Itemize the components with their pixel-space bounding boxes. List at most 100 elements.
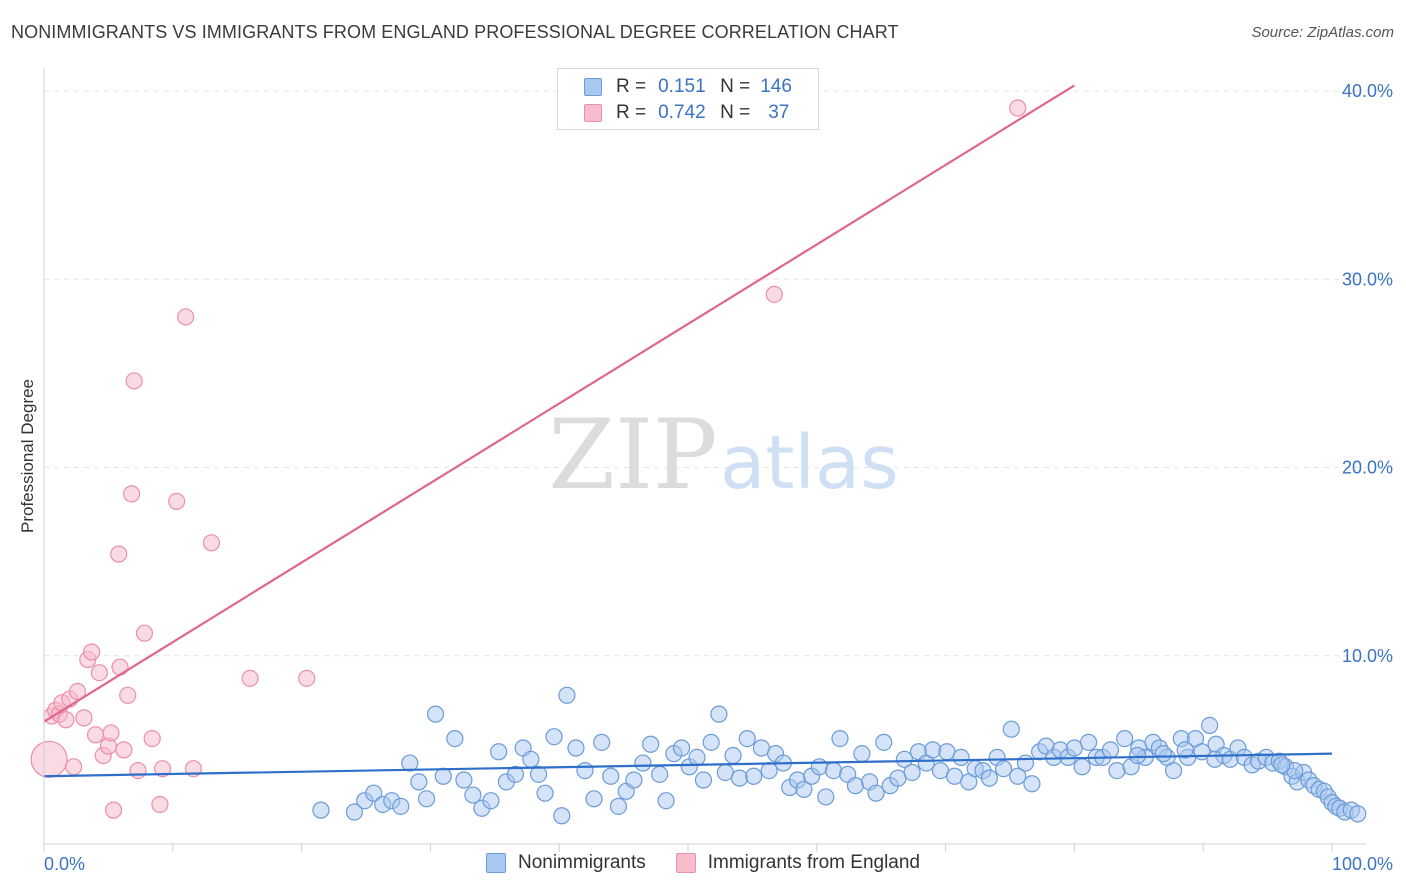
- point-nonimmigrants: [1128, 746, 1147, 765]
- point-nonimmigrants: [1101, 741, 1120, 759]
- legend-r-label: R =: [616, 102, 647, 123]
- point-immigrants: [102, 724, 120, 742]
- legend-r-value-pink: 0.742: [658, 102, 706, 123]
- source-label: Source: ZipAtlas.com: [1251, 24, 1394, 41]
- point-nonimmigrants: [464, 786, 482, 804]
- point-nonimmigrants: [1201, 716, 1219, 735]
- point-nonimmigrants: [545, 728, 563, 746]
- point-nonimmigrants: [875, 733, 893, 751]
- point-nonimmigrants: [426, 705, 445, 723]
- point-nonimmigrants: [1023, 775, 1041, 793]
- y-axis-label: Professional Degree: [18, 378, 37, 534]
- point-nonimmigrants: [1073, 758, 1091, 776]
- point-immigrants: [298, 669, 316, 687]
- point-immigrants: [86, 726, 105, 744]
- point-immigrants: [168, 492, 186, 511]
- point-immigrants: [110, 545, 128, 563]
- point-nonimmigrants: [609, 797, 628, 815]
- gridlines: [44, 90, 1366, 657]
- point-nonimmigrants: [1154, 745, 1172, 763]
- point-nonimmigrants: [1116, 729, 1134, 748]
- series-legend-swatch-blue: [485, 853, 506, 873]
- point-nonimmigrants: [895, 750, 913, 768]
- point-nonimmigrants: [312, 801, 330, 819]
- point-nonimmigrants: [710, 705, 728, 723]
- legend-row-immigrants: R = 0.742 N = 37: [584, 101, 789, 125]
- point-nonimmigrants: [401, 754, 419, 772]
- legend-r-label: R =: [616, 76, 647, 97]
- point-nonimmigrants: [506, 765, 525, 783]
- tick-labels: 10.0% 20.0% 30.0% 40.0% 0.0% 100.0%: [44, 81, 1393, 874]
- legend-swatch-blue: [584, 78, 602, 96]
- series-legend-label-nonimmigrants: Nonimmigrants: [517, 852, 646, 873]
- legend-swatch-pink: [584, 104, 602, 122]
- point-immigrants: [765, 285, 783, 303]
- point-immigrants: [65, 758, 83, 776]
- point-immigrants: [151, 795, 169, 814]
- point-nonimmigrants: [745, 767, 763, 785]
- point-immigrants: [177, 308, 195, 326]
- point-nonimmigrants: [434, 767, 452, 785]
- point-nonimmigrants: [1108, 761, 1126, 780]
- point-nonimmigrants: [760, 761, 778, 780]
- point-nonimmigrants: [1016, 754, 1035, 772]
- point-immigrants: [115, 741, 133, 759]
- watermark-atlas: atlas: [720, 420, 899, 506]
- point-immigrants: [125, 372, 143, 390]
- trend-line-nonimmigrants: [43, 752, 1333, 778]
- watermark-zip: ZIP: [548, 399, 717, 511]
- point-nonimmigrants: [702, 733, 720, 751]
- point-nonimmigrants: [903, 763, 921, 782]
- point-immigrants: [104, 801, 123, 819]
- point-immigrants: [83, 643, 101, 661]
- point-nonimmigrants: [446, 729, 464, 748]
- point-nonimmigrants: [490, 743, 508, 761]
- series-immigrants-from-england: [30, 99, 1027, 819]
- point-nonimmigrants: [867, 784, 885, 802]
- point-nonimmigrants: [824, 761, 843, 780]
- point-nonimmigrants: [417, 790, 436, 808]
- point-immigrants: [119, 686, 137, 704]
- point-nonimmigrants: [795, 780, 813, 799]
- trend-line-immigrants: [43, 84, 1075, 723]
- point-nonimmigrants: [602, 767, 620, 785]
- legend-n-value-blue: 146: [760, 76, 792, 97]
- point-nonimmigrants: [1002, 720, 1020, 738]
- point-nonimmigrants: [688, 748, 706, 767]
- point-immigrants: [1009, 99, 1027, 117]
- point-nonimmigrants: [651, 765, 669, 783]
- x-tick-label-max: 100.0%: [1332, 854, 1393, 874]
- point-nonimmigrants: [567, 739, 585, 757]
- point-nonimmigrants: [924, 741, 942, 759]
- legend-n-label: N =: [720, 76, 751, 97]
- point-nonimmigrants: [810, 758, 828, 776]
- point-nonimmigrants: [672, 739, 691, 757]
- point-nonimmigrants: [724, 746, 742, 765]
- point-nonimmigrants: [593, 733, 611, 751]
- point-immigrants: [135, 624, 154, 642]
- point-nonimmigrants: [831, 729, 849, 748]
- trend-lines: [43, 84, 1333, 778]
- point-nonimmigrants: [1206, 750, 1224, 768]
- point-immigrants: [30, 740, 68, 778]
- series-legend-label-immigrants: Immigrants from England: [707, 852, 920, 873]
- chart-title: NONIMMIGRANTS VS IMMIGRANTS FROM ENGLAND…: [11, 22, 899, 42]
- point-nonimmigrants: [410, 773, 428, 791]
- point-immigrants: [68, 682, 87, 701]
- point-nonimmigrants: [853, 745, 871, 763]
- series-legend-nonimmigrants: Nonimmigrants: [485, 852, 646, 874]
- point-nonimmigrants: [522, 750, 540, 768]
- point-nonimmigrants: [994, 760, 1013, 778]
- point-immigrants: [111, 658, 129, 676]
- series-legend-swatch-pink: [675, 853, 696, 873]
- point-immigrants: [90, 664, 108, 682]
- point-nonimmigrants: [529, 765, 548, 783]
- point-nonimmigrants: [625, 771, 643, 789]
- legend-n-label: N =: [720, 102, 751, 123]
- point-nonimmigrants: [1164, 761, 1183, 780]
- point-immigrants: [241, 669, 259, 687]
- point-nonimmigrants: [392, 797, 410, 815]
- point-nonimmigrants: [738, 729, 756, 748]
- point-nonimmigrants: [536, 784, 554, 802]
- x-tick-label-min: 0.0%: [44, 854, 85, 874]
